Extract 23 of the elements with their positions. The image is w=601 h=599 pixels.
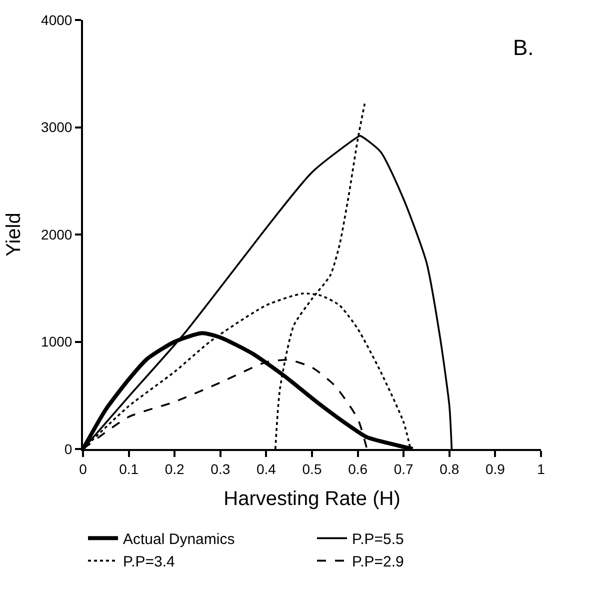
y-axis-title: Yield (3, 212, 26, 256)
y-tick-label: 2000 (41, 226, 72, 242)
legend-label: P.P=3.4 (123, 554, 175, 571)
x-axis-title: Harvesting Rate (H) (224, 488, 400, 510)
x-tick-label: 0.7 (394, 460, 414, 477)
y-tick-label: 3000 (41, 119, 72, 136)
legend-label: P.P=5.5 (352, 531, 404, 548)
x-tick-label: 0.1 (119, 460, 139, 477)
y-tick-label: 1000 (41, 334, 72, 350)
y-tick-label: 4000 (41, 12, 72, 28)
annotation: B. (513, 35, 534, 60)
x-tick-label: 0.3 (210, 460, 230, 477)
legend-label: P.P=2.9 (352, 554, 404, 571)
legend-label: Actual Dynamics (123, 531, 235, 548)
x-tick-label: 0.9 (485, 460, 506, 477)
x-tick-label: 0.6 (348, 460, 368, 477)
x-tick-label: 0.4 (256, 460, 276, 477)
x-tick-label: 0 (79, 460, 88, 477)
x-tick-label: 1 (537, 460, 546, 477)
x-tick-label: 0.8 (440, 460, 460, 477)
x-tick-label: 0.5 (302, 460, 322, 477)
x-tick-label: 0.2 (164, 460, 185, 477)
y-tick-label: 0 (64, 440, 72, 457)
